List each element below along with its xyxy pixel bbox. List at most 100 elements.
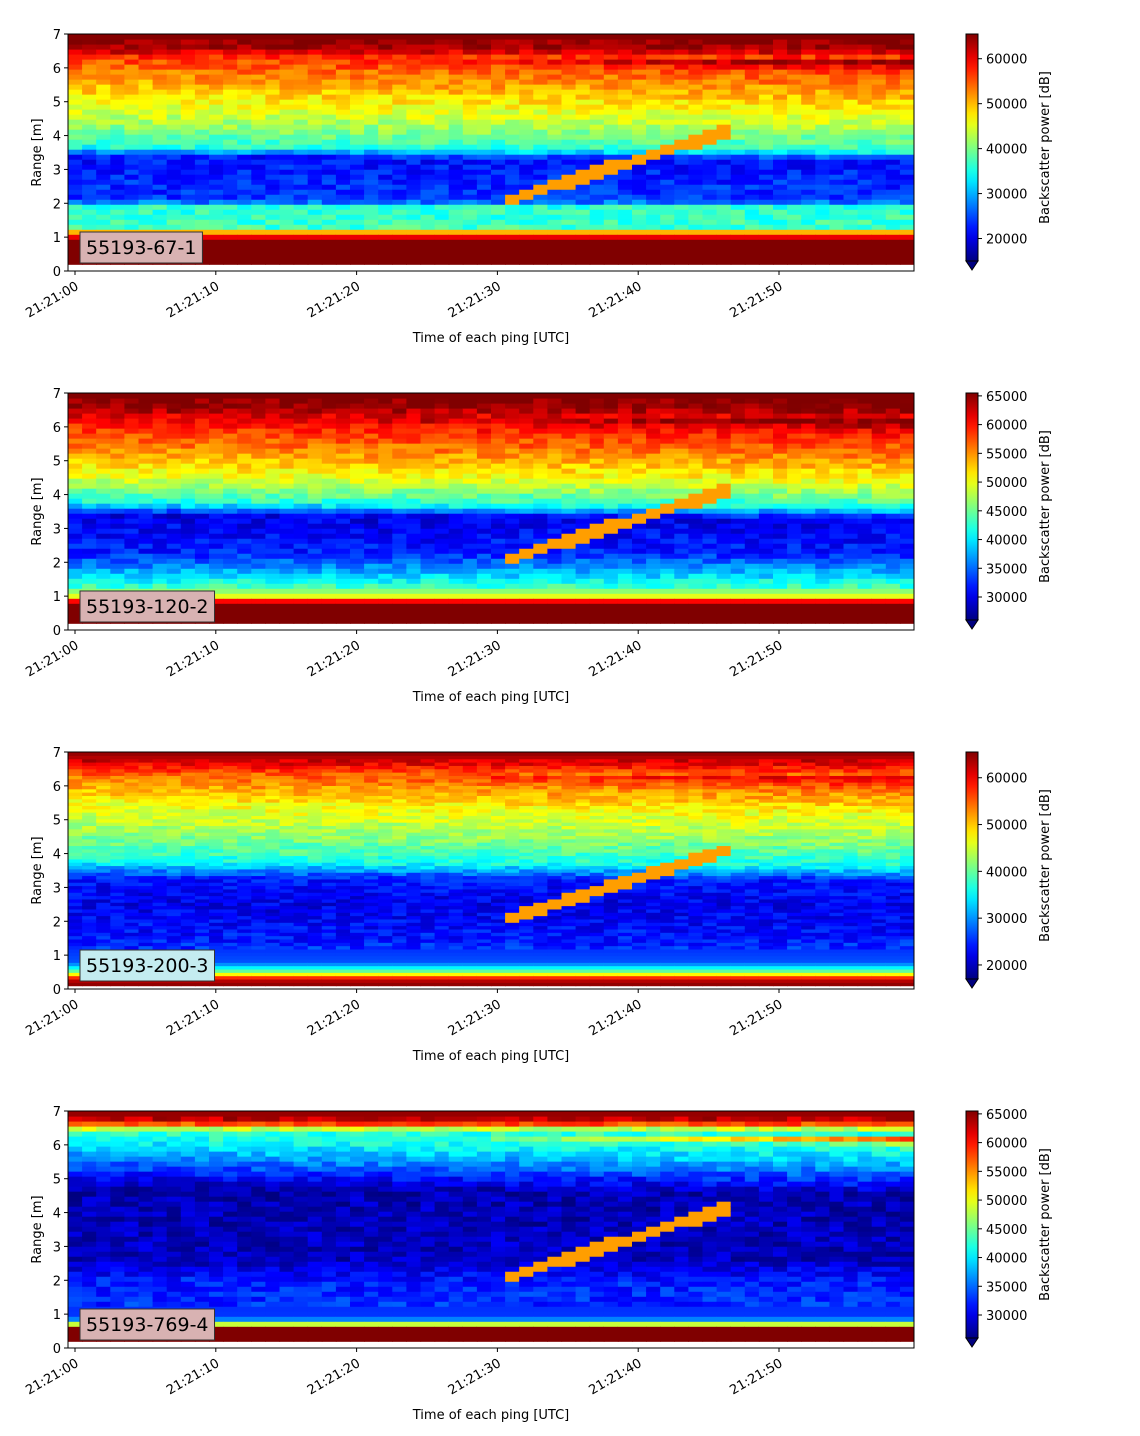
heatmap-cell <box>138 488 154 494</box>
heatmap-cell <box>434 473 450 479</box>
heatmap-cell <box>815 254 830 260</box>
heatmap-cell <box>350 618 365 624</box>
heatmap-cell <box>96 104 111 110</box>
heatmap-cell <box>688 224 704 230</box>
heatmap-cell <box>223 528 238 534</box>
heatmap-cell <box>462 508 478 514</box>
heatmap-cell <box>491 553 506 559</box>
heatmap-cell <box>251 69 266 75</box>
heatmap-cell <box>82 144 97 150</box>
heatmap-cell <box>603 119 619 125</box>
heatmap-cell <box>237 413 252 419</box>
heatmap-cell <box>293 139 309 145</box>
heatmap-cell <box>575 179 591 185</box>
heatmap-cell <box>448 483 464 489</box>
heatmap-cell <box>237 563 252 569</box>
heatmap-cell <box>462 608 478 614</box>
heatmap-cell <box>476 473 492 479</box>
heatmap-cell <box>561 418 577 424</box>
heatmap-cell <box>533 109 548 115</box>
heatmap-cell <box>237 568 252 574</box>
heatmap-cell <box>660 254 675 260</box>
heatmap-cell <box>547 254 563 260</box>
heatmap-cell <box>575 94 591 100</box>
heatmap-cell <box>96 119 111 125</box>
heatmap-cell <box>603 169 619 175</box>
heatmap-cell <box>801 144 816 150</box>
heatmap-cell <box>448 543 464 549</box>
heatmap-cell <box>519 84 534 90</box>
heatmap-cell <box>406 209 422 215</box>
heatmap-cell <box>702 443 718 449</box>
heatmap-cell <box>420 608 436 614</box>
heatmap-cell <box>547 403 563 409</box>
heatmap-cell <box>68 498 83 504</box>
heatmap-cell <box>885 109 901 115</box>
heatmap-cell <box>378 463 393 469</box>
heatmap-cell <box>124 199 140 205</box>
heatmap-cell <box>251 164 266 170</box>
heatmap-cell <box>265 413 281 419</box>
heatmap-cell <box>533 229 548 235</box>
heatmap-cell <box>758 239 774 245</box>
heatmap-cell <box>519 34 534 40</box>
colorbar-tick-label: 30000 <box>986 188 1027 203</box>
y-tick-label: 3 <box>53 163 61 178</box>
heatmap-cell <box>293 44 309 50</box>
heatmap-cell <box>293 438 309 444</box>
heatmap-cell <box>321 249 337 255</box>
heatmap-cell <box>237 488 252 494</box>
heatmap-cell <box>350 523 365 529</box>
heatmap-cell <box>321 408 337 414</box>
heatmap-cell <box>223 538 238 544</box>
heatmap-cell <box>209 413 224 419</box>
heatmap-cell <box>152 578 168 584</box>
heatmap-cell <box>491 438 506 444</box>
heatmap-cell <box>180 114 196 120</box>
sample-label-box <box>79 231 203 264</box>
heatmap-cell <box>617 408 633 414</box>
heatmap-cell <box>617 194 633 200</box>
heatmap-cell <box>674 234 689 240</box>
heatmap-cell <box>533 448 548 454</box>
heatmap-cell <box>166 174 182 180</box>
heatmap-cell <box>533 79 548 85</box>
heatmap-cell <box>279 493 295 499</box>
heatmap-cell <box>251 598 266 604</box>
heatmap-cell <box>166 428 182 434</box>
heatmap-cell <box>476 403 492 409</box>
heatmap-cell <box>82 64 97 70</box>
heatmap-cell <box>744 214 760 220</box>
heatmap-cell <box>575 234 591 240</box>
heatmap-cell <box>505 543 520 549</box>
heatmap-cell <box>491 483 506 489</box>
heatmap-cell <box>533 453 548 459</box>
heatmap-cell <box>702 159 718 165</box>
heatmap-cell <box>420 259 436 265</box>
heatmap-cell <box>82 508 97 514</box>
heatmap-cell <box>646 59 661 65</box>
heatmap-cell <box>885 69 901 75</box>
heatmap-cell <box>448 443 464 449</box>
heatmap-cell <box>632 453 647 459</box>
heatmap-cell <box>716 184 732 190</box>
heatmap-cell <box>152 84 168 90</box>
heatmap-cell <box>434 109 450 115</box>
heatmap-cell <box>589 189 605 195</box>
heatmap-cell <box>547 438 563 444</box>
heatmap-cell <box>547 443 563 449</box>
heatmap-cell <box>730 608 746 614</box>
heatmap-cell <box>392 159 407 165</box>
heatmap-cell <box>617 164 633 170</box>
heatmap-cell <box>335 608 351 614</box>
heatmap-cell <box>321 124 337 130</box>
heatmap-cell <box>420 548 436 554</box>
heatmap-cell <box>321 194 337 200</box>
heatmap-cell <box>674 528 689 534</box>
heatmap-cell <box>688 84 704 90</box>
heatmap-cell <box>688 513 704 519</box>
heatmap-cell <box>378 573 393 579</box>
heatmap-cell <box>843 224 859 230</box>
heatmap-cell <box>632 608 647 614</box>
heatmap-cell <box>519 573 534 579</box>
